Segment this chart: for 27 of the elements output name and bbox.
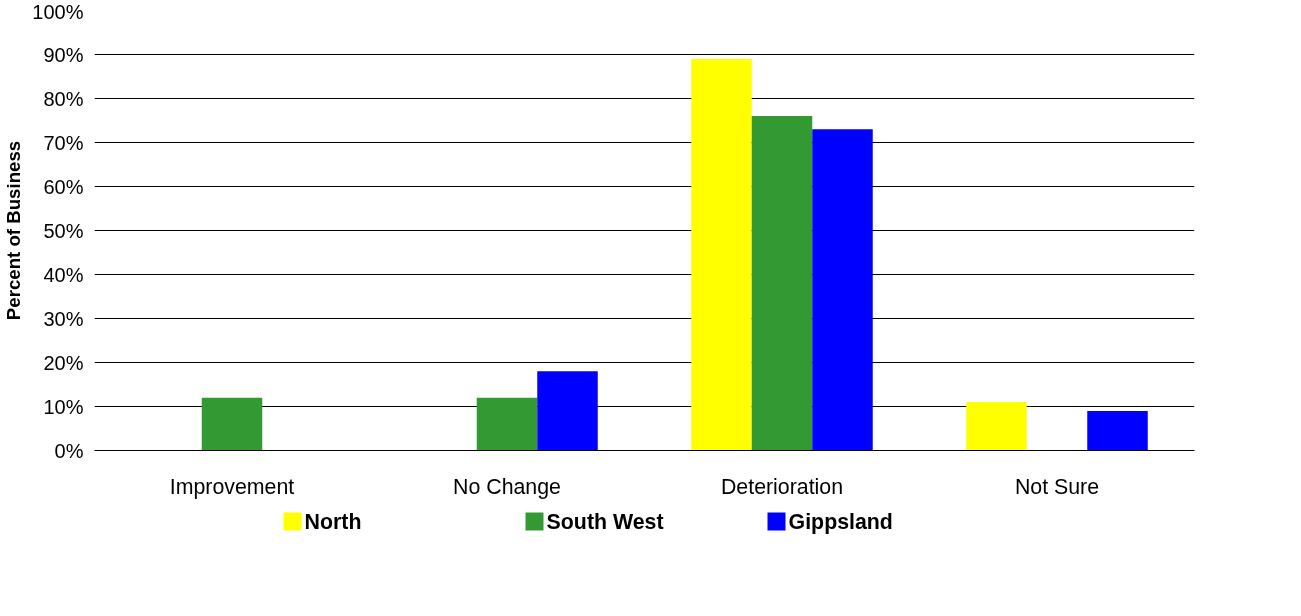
legend-label: South West	[546, 509, 664, 534]
y-tick-label: 40%	[43, 263, 84, 286]
y-tick-label: 10%	[43, 395, 84, 418]
legend-label: Gippsland	[788, 509, 893, 534]
y-tick-label: 70%	[43, 131, 84, 154]
bar	[966, 402, 1027, 451]
bar	[476, 397, 538, 451]
bar	[812, 129, 873, 451]
x-tick-label: Deterioration	[720, 474, 844, 499]
y-tick-label: 20%	[43, 351, 84, 374]
x-tick-label: No Change	[453, 474, 561, 499]
x-tick-label: Improvement	[169, 474, 295, 499]
y-tick-label: 50%	[43, 219, 84, 242]
y-tick-label: 60%	[43, 175, 84, 198]
y-axis-title: Percent of Business	[3, 140, 25, 321]
y-tick-label: 30%	[43, 307, 84, 330]
bar	[691, 58, 752, 451]
bar	[1087, 410, 1148, 451]
y-tick-label: 90%	[43, 43, 84, 66]
y-tick-label: 100%	[32, 0, 84, 23]
y-tick-label: 0%	[54, 439, 84, 462]
y-tick-label: 80%	[43, 87, 84, 110]
bar	[537, 371, 598, 451]
legend-label: North	[304, 509, 362, 534]
x-tick-label: Not Sure	[1014, 474, 1100, 499]
bar	[751, 116, 813, 451]
bar	[201, 397, 263, 451]
